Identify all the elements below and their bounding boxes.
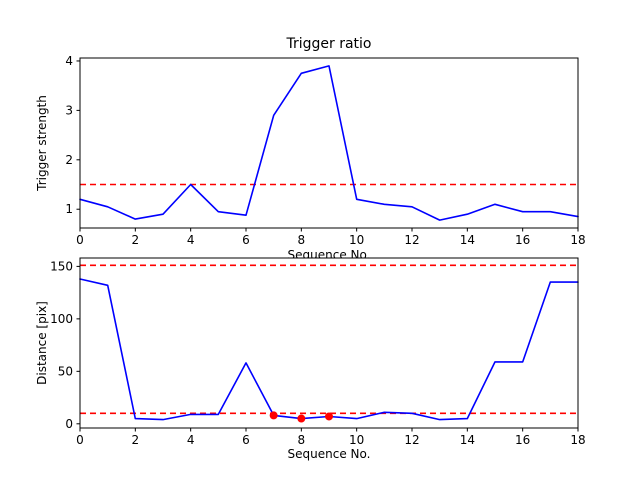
x-tick-label: 18 <box>570 233 585 247</box>
x-tick-label: 4 <box>187 433 195 447</box>
x-tick-label: 18 <box>570 433 585 447</box>
y-tick-label: 2 <box>65 153 73 167</box>
x-tick-label: 12 <box>404 433 419 447</box>
x-tick-label: 6 <box>242 233 250 247</box>
x-tick-label: 0 <box>76 433 84 447</box>
x-tick-label: 12 <box>404 233 419 247</box>
x-tick-label: 2 <box>132 433 140 447</box>
y-tick-label: 4 <box>65 54 73 68</box>
x-tick-label: 8 <box>298 433 306 447</box>
x-tick-label: 4 <box>187 233 195 247</box>
axes-frame <box>79 257 579 429</box>
x-tick-label: 8 <box>298 233 306 247</box>
x-tick-label: 10 <box>349 433 364 447</box>
y-tick-label: 50 <box>58 364 73 378</box>
x-tick-label: 6 <box>242 433 250 447</box>
x-tick-label: 14 <box>460 433 475 447</box>
data-line-trigger-strength <box>79 65 579 221</box>
x-tick-label: 0 <box>76 233 84 247</box>
y-tick-label: 1 <box>65 202 73 216</box>
event-marker <box>325 412 333 421</box>
y-tick-label: 0 <box>65 417 73 431</box>
x-axis-label-top-clipped: Sequence No. <box>287 248 371 258</box>
event-marker <box>269 411 278 420</box>
x-tick-label: 16 <box>515 233 530 247</box>
x-tick-label: 16 <box>515 433 530 447</box>
y-tick-label: 100 <box>50 312 73 326</box>
event-marker <box>297 414 306 423</box>
x-tick-label: 14 <box>460 233 475 247</box>
x-tick-label: 10 <box>349 233 364 247</box>
y-tick-label: 150 <box>50 259 73 273</box>
data-line-distance <box>79 278 579 421</box>
x-axis-label-bottom: Sequence No. <box>287 447 371 461</box>
y-axis-label-top: Trigger strength <box>35 95 49 191</box>
y-axis-label-bottom: Distance [pix] <box>35 301 49 385</box>
axes-frame <box>79 57 579 229</box>
chart-title: Trigger ratio <box>286 36 372 52</box>
x-tick-label: 2 <box>132 233 140 247</box>
y-tick-label: 3 <box>65 103 73 117</box>
